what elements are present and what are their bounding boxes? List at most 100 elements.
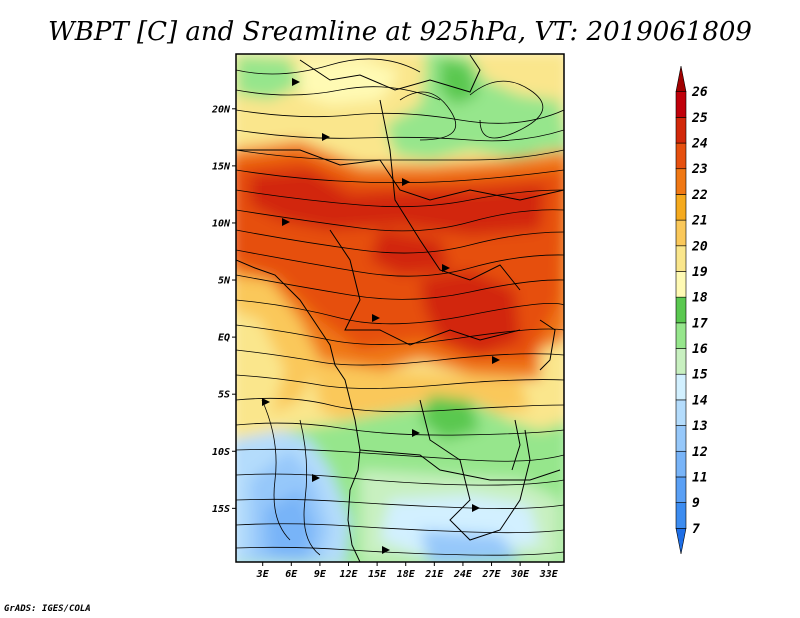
- colorbar-swatch: [675, 168, 687, 195]
- colorbar-label: 19: [692, 265, 708, 280]
- colorbar-label: 20: [691, 239, 708, 254]
- streamline-arrow: [402, 178, 410, 186]
- streamline-arrows: [262, 78, 500, 554]
- colorbar-label: 23: [691, 162, 708, 177]
- x-tick-label: 30E: [510, 569, 530, 580]
- y-axis: 20N 15N 10N 5N EQ 5S 10S 15S: [211, 104, 236, 515]
- colorbar-label: 9: [692, 496, 700, 511]
- wbpt-field: [236, 54, 564, 562]
- colorbar-swatch: [675, 271, 687, 298]
- wbpt-region-hottest-congo: [420, 270, 520, 355]
- colorbar-swatch: [675, 219, 687, 247]
- wbpt-region-south-blue: [420, 530, 520, 562]
- colorbar-label: 17: [692, 316, 708, 331]
- colorbar-bottom-triangle: [675, 528, 687, 555]
- y-tick-label: 15N: [212, 161, 231, 172]
- streamline: [261, 399, 291, 541]
- colorbar-swatch: [675, 142, 687, 170]
- colorbar-swatch: [675, 476, 687, 503]
- streamline-arrow: [442, 264, 450, 272]
- streamline: [236, 299, 564, 325]
- streamline: [236, 189, 564, 208]
- map-frame: [235, 53, 565, 563]
- x-tick-label: 6E: [285, 569, 298, 580]
- x-tick-label: 3E: [256, 569, 270, 580]
- colorbar-swatch: [675, 502, 687, 529]
- streamline-arrow: [322, 133, 330, 141]
- streamline-vortex: [469, 80, 544, 139]
- colorbar-label: 26: [691, 85, 708, 100]
- colorbar-swatch: [675, 245, 687, 272]
- x-tick-label: 27E: [482, 569, 502, 580]
- y-tick-label: 10N: [212, 218, 231, 229]
- streamline-arrow: [282, 218, 290, 226]
- wbpt-region-highland-green: [420, 395, 480, 440]
- streamline-arrow: [382, 546, 390, 554]
- wbpt-region-east-yellow: [540, 342, 564, 420]
- colorbar-top-triangle: [675, 65, 687, 92]
- colorbar-swatch: [675, 373, 687, 401]
- y-tick-label: 10S: [212, 447, 230, 458]
- x-tick-label: 18E: [397, 569, 416, 580]
- streamline-arrow: [292, 78, 300, 86]
- y-tick-label: 20N: [211, 104, 231, 115]
- wbpt-region-north-darkgreen: [440, 58, 478, 105]
- streamline: [236, 422, 564, 436]
- x-tick-label: 9E: [314, 569, 327, 580]
- y-tick-label: 5N: [218, 276, 231, 287]
- streamline: [236, 86, 441, 101]
- streamline: [236, 58, 421, 75]
- streamline: [236, 274, 564, 300]
- wbpt-region-gulf-yellow: [236, 312, 285, 440]
- streamline: [236, 149, 564, 161]
- map-panel: [236, 54, 564, 562]
- streamline-arrow: [312, 474, 320, 482]
- colorbar-label: 22: [691, 188, 708, 203]
- border-vertical-a: [379, 99, 521, 291]
- colorbar-label: 12: [692, 445, 708, 460]
- colorbar-swatch: [675, 117, 687, 144]
- y-tick-label: EQ: [218, 333, 230, 344]
- colorbar-swatch: [675, 91, 687, 118]
- streamline: [236, 129, 564, 142]
- streamline: [236, 374, 564, 389]
- grads-credit: GrADS: IGES/COLA: [4, 604, 91, 614]
- border-sahel: [236, 149, 564, 201]
- x-axis: 3E 6E 9E 12E 15E 18E 21E 24E 27E 30E 33E: [256, 562, 559, 580]
- colorbar-swatch: [675, 399, 687, 426]
- colorbar-swatch: [675, 322, 687, 349]
- streamlines: [236, 58, 564, 556]
- streamline-arrow: [412, 429, 420, 437]
- coastlines-borders: [236, 54, 564, 562]
- wbpt-region-nw-pale: [300, 58, 400, 105]
- streamline: [236, 249, 564, 277]
- streamline-arrow: [262, 398, 270, 406]
- streamline: [299, 419, 321, 556]
- streamline-arrow: [372, 314, 380, 322]
- streamline: [236, 349, 564, 366]
- y-tick-label: 5S: [218, 390, 230, 401]
- colorbar-label: 25: [691, 111, 708, 126]
- x-tick-label: 15E: [368, 569, 387, 580]
- streamline: [236, 397, 564, 413]
- streamline-arrow: [472, 504, 480, 512]
- border-south-b: [359, 449, 561, 481]
- colorbar-label: 16: [692, 342, 708, 357]
- streamline: [236, 209, 564, 232]
- colorbar-swatch: [675, 194, 687, 221]
- colorbar-swatch: [675, 296, 687, 324]
- lake-tanganyika: [511, 419, 521, 471]
- colorbar: 7 9 11 12 13 14 15 16 17 18 19 20 21 22 23 24 25 26: [675, 65, 708, 555]
- streamline: [236, 448, 564, 462]
- streamline: [236, 523, 564, 534]
- streamline-vortex: [399, 91, 456, 141]
- colorbar-label: 13: [692, 419, 708, 434]
- colorbar-label: 7: [692, 522, 700, 537]
- colorbar-label: 18: [692, 291, 708, 306]
- streamline: [236, 324, 564, 345]
- west-coastline: [236, 259, 361, 562]
- colorbar-label: 11: [692, 470, 708, 485]
- streamline: [236, 473, 564, 486]
- wbpt-region-hottest-central: [370, 230, 450, 275]
- border-north: [299, 54, 481, 93]
